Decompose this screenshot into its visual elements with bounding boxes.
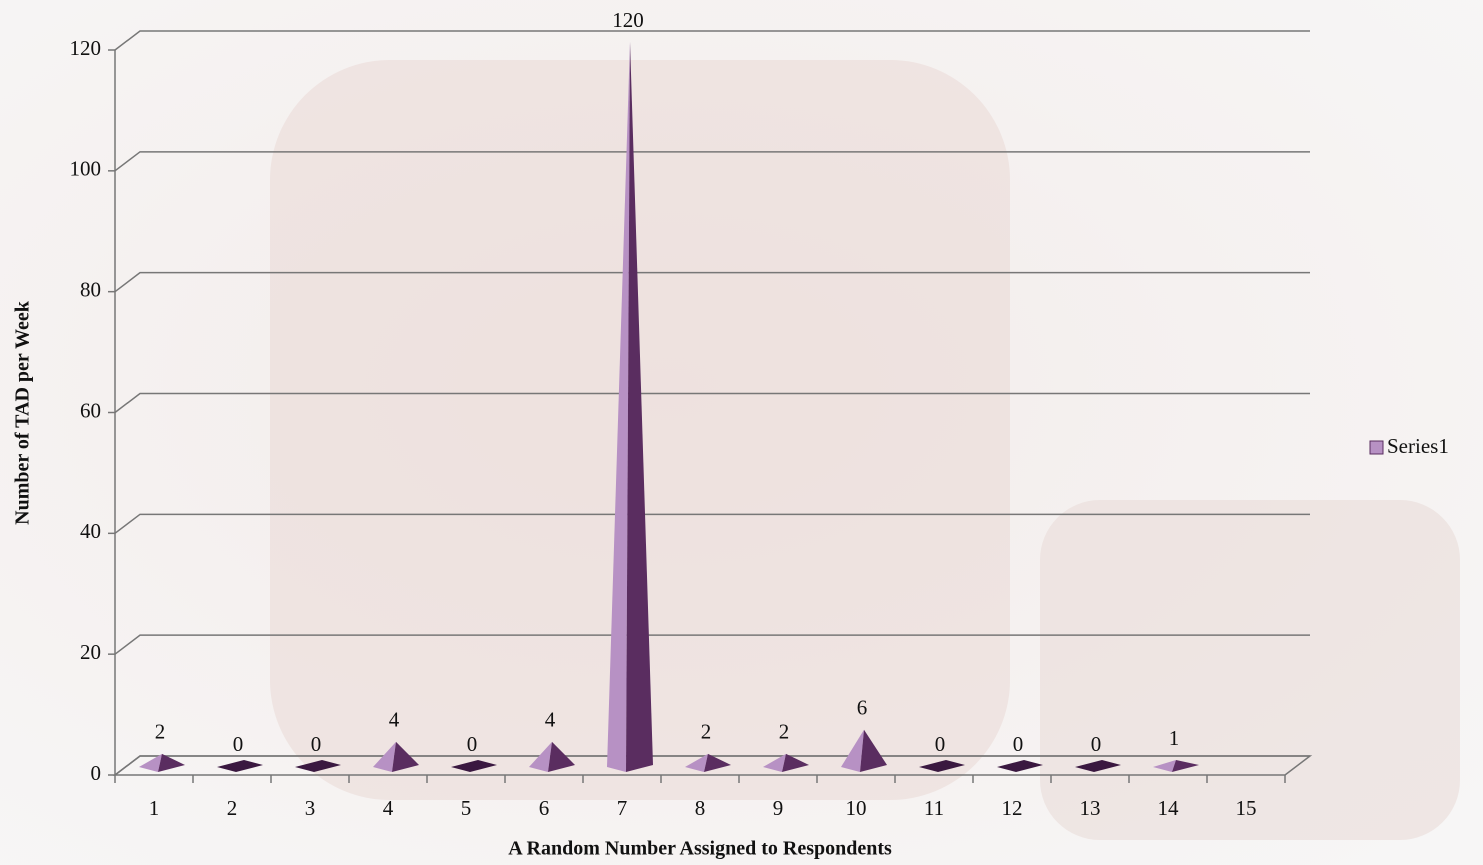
pyramid-face [782,753,809,772]
data-label: 120 [612,8,644,32]
pyramid-face [860,729,887,772]
grid-line [114,634,1310,655]
data-label: 0 [1091,732,1102,756]
x-tick-label: 8 [695,796,706,820]
pyramid-base [295,760,341,772]
y-tick-label: 20 [80,640,101,664]
pyramid-base [919,760,965,772]
pyramid-face [607,42,630,772]
y-tick-label: 60 [80,398,101,422]
pyramid [1075,760,1121,772]
grid-line [114,30,1310,51]
y-axis-label: Number of TAD per Week [12,300,34,525]
data-label: 0 [1013,732,1024,756]
pyramid-face [139,753,162,772]
pyramid-base [997,760,1043,772]
x-tick-label: 5 [461,796,472,820]
pyramid [295,760,341,772]
legend-swatch [1369,440,1384,455]
grid-line [114,392,1310,414]
pyramid-base [217,760,263,772]
pyramid-face [548,741,575,772]
data-label: 0 [311,732,322,756]
x-tick-label: 12 [1002,796,1023,820]
pyramid [451,760,497,772]
pyramid-face [1172,759,1199,772]
pyramid-face [763,753,786,772]
grid-line [114,513,1310,534]
data-label: 2 [779,720,790,744]
data-label: 4 [545,708,556,732]
y-tick-label: 0 [91,761,102,785]
pyramid [841,729,887,772]
pyramid-face [704,753,731,772]
data-label: 0 [233,732,244,756]
x-tick-label: 10 [846,796,867,820]
pyramid-base [451,760,497,772]
data-label: 0 [935,732,946,756]
y-tick-label: 120 [70,36,102,60]
grid-line [114,151,1310,172]
pyramid-face [626,42,653,772]
data-label: 1 [1169,726,1180,750]
x-tick-label: 4 [383,796,394,820]
x-tick-label: 14 [1158,796,1180,820]
grid-line [114,755,1310,776]
y-tick-label: 100 [70,157,102,181]
data-label: 2 [701,720,712,744]
x-tick-label: 9 [773,796,784,820]
data-label: 0 [467,732,478,756]
grid-line [114,271,1310,293]
x-tick-label: 1 [149,796,160,820]
data-label: 2 [155,720,166,744]
pyramid-face [373,741,396,772]
pyramid [919,760,965,772]
x-tick-label: 7 [617,796,628,820]
legend-label: Series1 [1387,434,1449,458]
background-shape [1040,500,1460,840]
pyramid-face [529,741,552,772]
pyramid [139,753,185,772]
pyramid-face [158,753,185,772]
pyramid [373,741,419,772]
pyramid [685,753,731,772]
data-label: 4 [389,708,400,732]
data-label: 6 [857,696,868,720]
x-tick-label: 15 [1236,796,1257,820]
pyramid [217,760,263,772]
pyramid-face [392,741,419,772]
x-tick-label: 13 [1080,796,1101,820]
pyramid-base [1075,760,1121,772]
pyramid [1153,759,1199,772]
pyramid [997,760,1043,772]
pyramid [607,42,653,772]
pyramid-face [685,753,708,772]
pyramid [529,741,575,772]
x-tick-label: 2 [227,796,238,820]
y-tick-label: 80 [80,277,101,301]
x-tick-label: 6 [539,796,550,820]
pyramid-face [1153,759,1176,772]
y-tick-label: 40 [80,519,101,543]
x-tick-label: 11 [924,796,944,820]
pyramid-face [841,729,864,772]
pyramid [763,753,809,772]
x-tick-label: 3 [305,796,316,820]
x-axis-label: A Random Number Assigned to Respondents [508,838,892,860]
